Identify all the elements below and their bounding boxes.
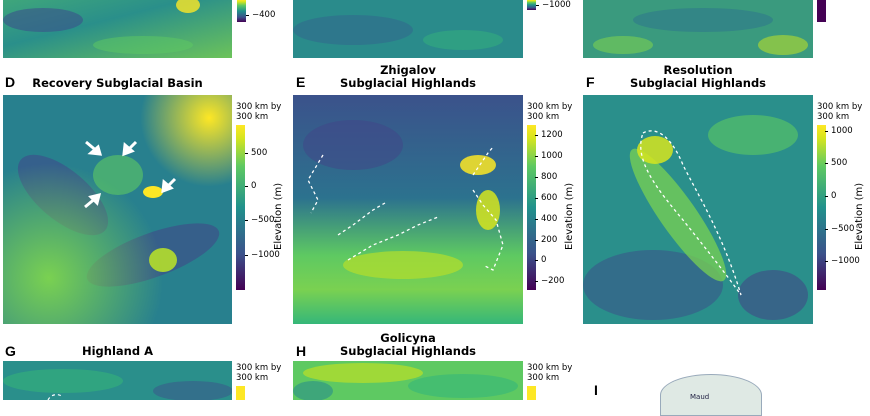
colorbar-f-tick: 1000	[825, 126, 853, 136]
panel-h-title: Golicyna Subglacial Highlands	[339, 331, 477, 358]
panel-d-letter: D	[5, 74, 16, 90]
panel-e-title: Zhigalov Subglacial Highlands	[339, 63, 477, 90]
panel-g-image	[3, 361, 232, 400]
colorbar-b	[527, 0, 536, 10]
colorbar-d	[236, 125, 245, 290]
colorbar-e-tick: −200	[534, 276, 565, 286]
highland-outline	[307, 146, 504, 271]
panel-e-letter: E	[296, 74, 306, 90]
panel-h-image	[293, 361, 523, 400]
highland-outline	[640, 130, 742, 296]
colorbar-d-tick: −1000	[245, 250, 280, 260]
panel-d-title: Recovery Subglacial Basin	[32, 76, 203, 90]
colorbar-e-tick: 0	[534, 255, 547, 265]
colorbar-f-axis-label: Elevation (m)	[854, 182, 865, 250]
colorbar-g	[236, 386, 245, 400]
panel-d-image	[3, 95, 232, 324]
panel-b-image	[293, 0, 523, 58]
colorbar-e-tick: 1200	[535, 130, 563, 140]
colorbar-f-tick: −1000	[825, 256, 860, 266]
colorbar-c	[817, 0, 826, 22]
panel-f-letter: F	[586, 74, 595, 90]
panel-g-title: Highland A	[81, 344, 153, 358]
colorbar-f-tick: −500	[824, 224, 855, 234]
panel-c-image	[583, 0, 813, 58]
panel-g-letter: G	[5, 343, 16, 359]
colorbar-e-tick: 800	[534, 172, 558, 182]
colorbar-d-tick: 500	[244, 148, 268, 158]
colorbar-a	[237, 0, 246, 22]
colorbar-f	[817, 125, 826, 290]
panel-e-scale: 300 km by 300 km	[527, 102, 573, 122]
colorbar-b-tick: −1000	[536, 0, 571, 10]
panel-a-image	[3, 0, 232, 58]
colorbar-d-axis-label: Elevation (m)	[273, 182, 284, 250]
colorbar-e-tick: 600	[534, 193, 558, 203]
colorbar-e-tick: 200	[534, 235, 558, 245]
map-region-label: Maud	[690, 393, 710, 401]
panel-h-scale: 300 km by 300 km	[527, 363, 573, 383]
arrow-icon	[84, 140, 177, 209]
antarctica-map: Maud	[660, 374, 762, 416]
panel-e-image	[293, 95, 523, 324]
panel-g-scale: 300 km by 300 km	[236, 363, 282, 383]
panel-f-title: Resolution Subglacial Highlands	[629, 63, 767, 90]
colorbar-d-tick: −500	[244, 215, 275, 225]
colorbar-a-tick: −400	[245, 10, 276, 20]
colorbar-e-tick: 1000	[535, 151, 563, 161]
panel-h-letter: H	[296, 343, 307, 359]
colorbar-d-tick: 0	[244, 181, 257, 191]
panel-i-letter: I	[594, 382, 598, 398]
panel-f-scale: 300 km by 300 km	[817, 102, 863, 122]
colorbar-e-tick: 400	[534, 214, 558, 224]
panel-f-image	[583, 95, 813, 324]
panel-d-scale: 300 km by 300 km	[236, 102, 282, 122]
colorbar-e	[527, 125, 536, 290]
colorbar-f-tick: 500	[824, 158, 848, 168]
colorbar-e-axis-label: Elevation (m)	[564, 182, 575, 250]
colorbar-f-tick: 0	[824, 191, 837, 201]
colorbar-h	[527, 386, 536, 400]
